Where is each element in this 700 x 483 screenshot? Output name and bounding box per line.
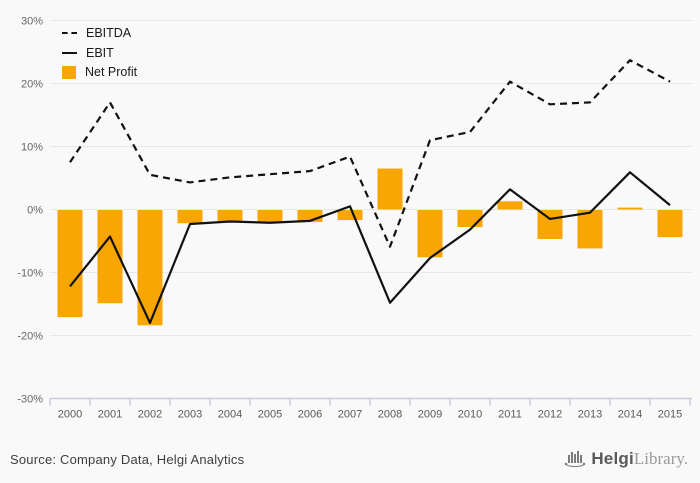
x-tick-label: 2012 (538, 409, 562, 421)
y-tick-label: 0% (27, 205, 43, 217)
x-tick-label: 2008 (378, 409, 402, 421)
y-tick-label: -30% (17, 394, 43, 406)
x-tick-label: 2014 (618, 409, 642, 421)
net-profit-bar (57, 210, 83, 318)
chart-area: 30% 20% 10% 0% -10% -20% -30% 2000 2001 2002 2003 2… (17, 16, 692, 421)
source-note: Source: Company Data, Helgi Analytics (10, 451, 245, 467)
net-profit-bar (417, 210, 443, 258)
bar-swatch-icon (62, 66, 76, 79)
net-profit-bar (297, 210, 323, 222)
net-profit-bar (617, 207, 643, 210)
legend-label: Net Profit (85, 65, 138, 80)
y-tick-label: 10% (21, 142, 43, 154)
ebit-line (69, 171, 671, 324)
y-tick-label: -10% (17, 268, 43, 280)
legend-label: EBIT (86, 45, 114, 60)
x-tick-label: 2009 (418, 409, 442, 421)
financials-chart: 30% 20% 10% 0% -10% -20% -30% 2000 2001 2002 2003 2… (17, 16, 692, 421)
helgi-library-logo: HelgiLibrary. (564, 449, 688, 469)
net-profit-bar (537, 210, 563, 239)
net-profit-bar (497, 201, 523, 210)
logo-brand-text: Helgi (591, 449, 634, 468)
chart-legend: EBITDA EBIT Net Profit (62, 27, 137, 79)
x-tick-label: 2015 (658, 409, 682, 421)
y-tick-label: -20% (17, 331, 43, 343)
x-tick-label: 2006 (298, 409, 322, 421)
net-profit-bar (137, 210, 163, 326)
legend-item-ebit: EBIT (62, 45, 137, 60)
net-profit-bar (457, 210, 483, 228)
logo-suffix-text: Library. (633, 449, 688, 468)
x-tick-label: 2001 (98, 409, 122, 421)
legend-label: EBITDA (86, 26, 132, 40)
net-profit-bar (337, 210, 363, 221)
y-tick-label: 20% (21, 79, 43, 91)
x-tick-label: 2004 (218, 409, 242, 421)
helgi-bars-icon (565, 451, 586, 467)
x-tick-label: 2013 (578, 409, 602, 421)
x-tick-label: 2011 (498, 409, 522, 421)
net-profit-bar (177, 210, 203, 224)
net-profit-bar (577, 210, 603, 249)
net-profit-bar (217, 210, 243, 222)
solid-line-swatch-icon (62, 51, 77, 54)
y-tick-label: 30% (21, 16, 43, 28)
net-profit-bar (377, 168, 403, 210)
x-tick-label: 2002 (138, 409, 162, 421)
x-tick-label: 2005 (258, 409, 282, 421)
dashed-line-swatch-icon (62, 32, 77, 35)
legend-item-ebitda: EBITDA (62, 27, 137, 40)
footer: Source: Company Data, Helgi Analytics He… (0, 439, 700, 483)
x-tick-label: 2003 (178, 409, 202, 421)
x-tick-label: 2010 (458, 409, 482, 421)
net-profit-bar (257, 210, 283, 223)
legend-item-net-profit: Net Profit (62, 66, 137, 79)
x-tick-label: 2000 (58, 409, 82, 421)
x-tick-label: 2007 (338, 409, 362, 421)
net-profit-bar (657, 210, 683, 238)
